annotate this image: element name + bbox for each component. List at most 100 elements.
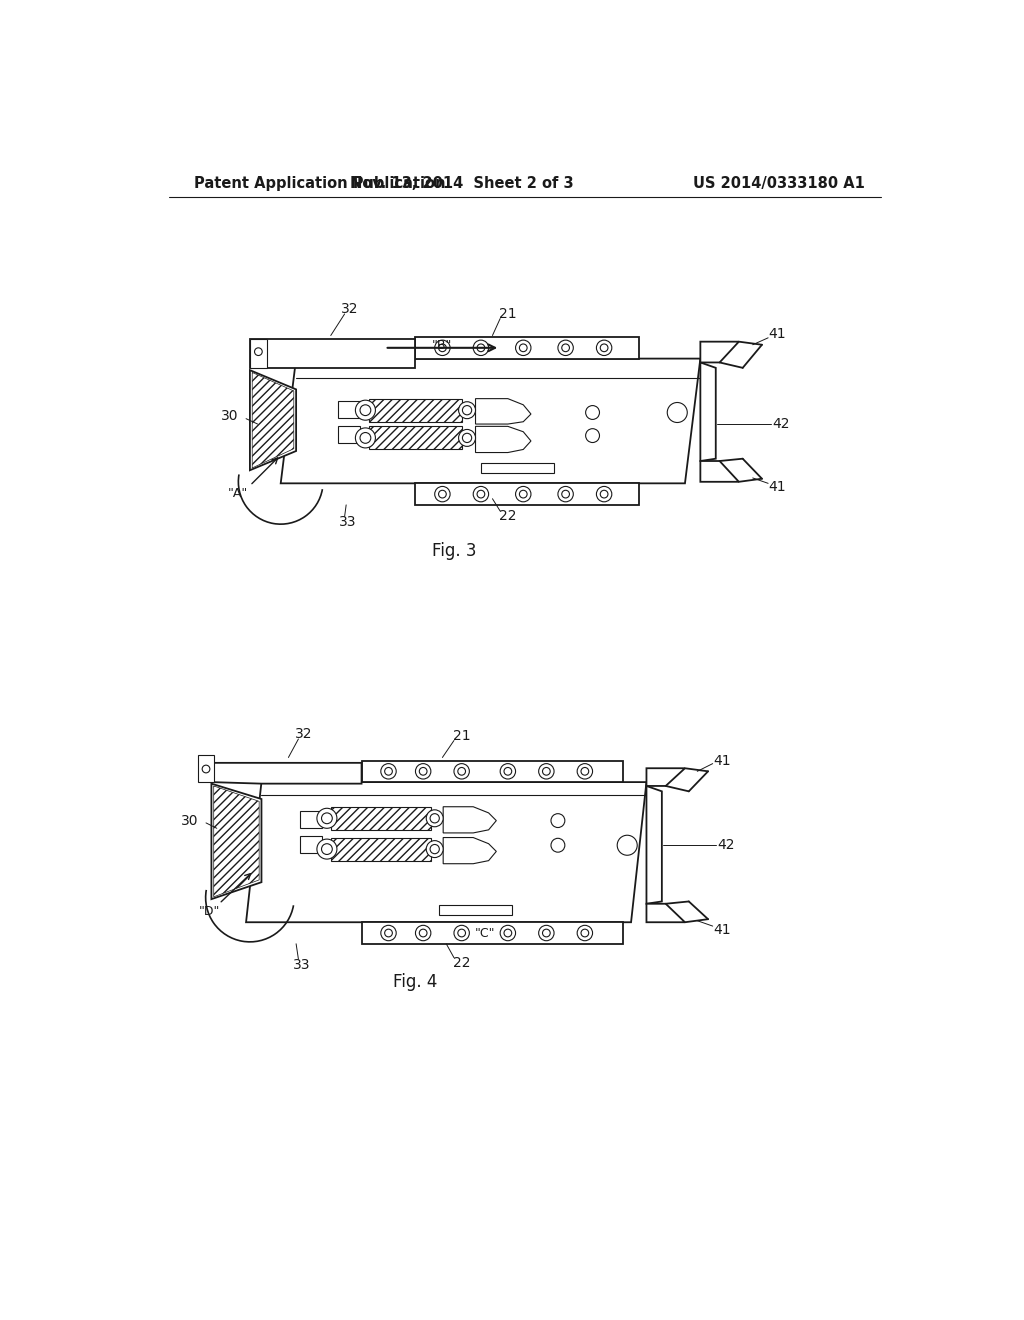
Text: "D": "D" <box>200 906 220 917</box>
Bar <box>361 760 624 781</box>
Circle shape <box>385 767 392 775</box>
Circle shape <box>600 345 608 351</box>
Circle shape <box>454 763 469 779</box>
Bar <box>331 807 431 830</box>
Polygon shape <box>646 904 685 923</box>
Circle shape <box>463 405 472 414</box>
Text: Nov. 13, 2014  Sheet 2 of 3: Nov. 13, 2014 Sheet 2 of 3 <box>350 177 573 191</box>
Polygon shape <box>250 339 416 368</box>
Circle shape <box>562 345 569 351</box>
Polygon shape <box>246 781 646 923</box>
Text: 30: 30 <box>221 409 239 424</box>
Circle shape <box>316 840 337 859</box>
Polygon shape <box>646 768 685 785</box>
Circle shape <box>385 929 392 937</box>
Text: 41: 41 <box>769 327 786 341</box>
Bar <box>438 904 512 915</box>
Circle shape <box>416 925 431 941</box>
Circle shape <box>458 929 466 937</box>
Circle shape <box>322 813 333 824</box>
Text: "A": "A" <box>228 487 249 500</box>
Polygon shape <box>443 838 497 863</box>
Circle shape <box>360 433 371 444</box>
Circle shape <box>519 345 527 351</box>
Circle shape <box>473 487 488 502</box>
Text: Fig. 4: Fig. 4 <box>393 973 437 991</box>
Text: US 2014/0333180 A1: US 2014/0333180 A1 <box>692 177 864 191</box>
Circle shape <box>360 405 371 416</box>
Circle shape <box>473 341 488 355</box>
Polygon shape <box>475 399 531 424</box>
Bar <box>370 426 462 449</box>
Circle shape <box>459 401 475 418</box>
Polygon shape <box>443 807 497 833</box>
Text: Patent Application Publication: Patent Application Publication <box>194 177 445 191</box>
Circle shape <box>581 767 589 775</box>
Circle shape <box>381 925 396 941</box>
Text: Fig. 3: Fig. 3 <box>432 543 476 560</box>
Circle shape <box>586 405 599 420</box>
Text: "C": "C" <box>474 927 495 940</box>
Circle shape <box>551 813 565 828</box>
Circle shape <box>202 766 210 774</box>
Circle shape <box>435 487 451 502</box>
Polygon shape <box>646 785 662 904</box>
Circle shape <box>562 490 569 498</box>
Text: 21: 21 <box>499 308 517 321</box>
Bar <box>361 923 624 944</box>
Circle shape <box>438 345 446 351</box>
Circle shape <box>539 925 554 941</box>
Circle shape <box>426 810 443 826</box>
Circle shape <box>381 763 396 779</box>
Bar <box>199 755 214 781</box>
Circle shape <box>504 929 512 937</box>
Circle shape <box>617 836 637 855</box>
Text: 32: 32 <box>341 301 358 315</box>
Bar <box>339 426 360 444</box>
Circle shape <box>558 487 573 502</box>
Circle shape <box>539 763 554 779</box>
Circle shape <box>581 929 589 937</box>
Polygon shape <box>475 426 531 453</box>
Circle shape <box>504 767 512 775</box>
Circle shape <box>458 767 466 775</box>
Bar <box>300 836 322 853</box>
Text: "B": "B" <box>432 339 453 352</box>
Circle shape <box>515 341 531 355</box>
Text: 22: 22 <box>453 956 470 970</box>
Circle shape <box>435 341 451 355</box>
Circle shape <box>558 341 573 355</box>
Circle shape <box>454 925 469 941</box>
Circle shape <box>355 400 376 420</box>
Bar <box>339 401 360 418</box>
Text: 22: 22 <box>499 510 517 524</box>
Circle shape <box>459 429 475 446</box>
Circle shape <box>477 345 484 351</box>
Polygon shape <box>700 342 739 363</box>
Polygon shape <box>214 785 259 896</box>
Circle shape <box>438 490 446 498</box>
Circle shape <box>255 348 262 355</box>
Circle shape <box>416 763 431 779</box>
Text: 42: 42 <box>772 417 790 432</box>
Circle shape <box>500 925 515 941</box>
Circle shape <box>316 808 337 829</box>
Polygon shape <box>700 363 716 461</box>
Circle shape <box>543 929 550 937</box>
Polygon shape <box>211 784 261 899</box>
Text: 41: 41 <box>713 923 731 937</box>
Text: 41: 41 <box>713 754 731 767</box>
Circle shape <box>578 925 593 941</box>
Bar <box>250 339 267 368</box>
Text: 30: 30 <box>181 813 199 828</box>
Text: 32: 32 <box>295 727 312 742</box>
Circle shape <box>430 813 439 822</box>
Bar <box>331 838 431 861</box>
Circle shape <box>668 403 687 422</box>
Circle shape <box>477 490 484 498</box>
Circle shape <box>355 428 376 447</box>
Bar <box>481 462 554 473</box>
Text: 42: 42 <box>717 838 734 853</box>
Circle shape <box>515 487 531 502</box>
Circle shape <box>551 838 565 853</box>
